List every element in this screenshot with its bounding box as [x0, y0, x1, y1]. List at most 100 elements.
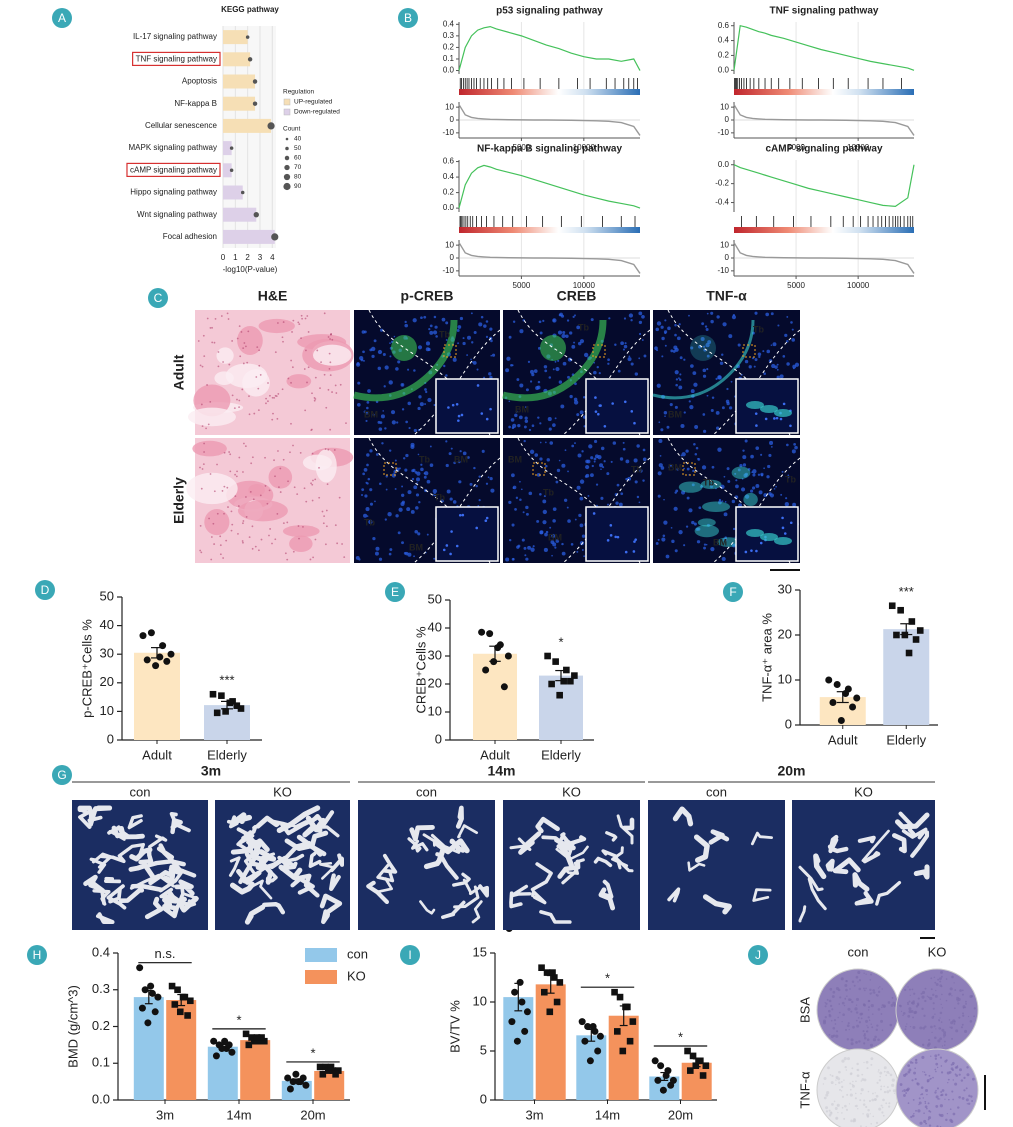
nucleus	[748, 365, 752, 369]
speckle	[855, 1080, 857, 1083]
he-cell	[219, 544, 222, 547]
speckle	[868, 1019, 871, 1021]
nucleus	[638, 311, 643, 316]
nucleus	[706, 354, 710, 358]
nucleus	[664, 319, 667, 322]
nucleus	[694, 425, 699, 429]
nucleus	[375, 546, 380, 551]
nucleus	[467, 456, 470, 459]
he-cell	[334, 384, 337, 387]
speckle	[944, 1093, 948, 1096]
speckle	[945, 999, 948, 1002]
y-axis-label: TNF-α⁺ area %	[759, 613, 774, 702]
nucleus	[694, 452, 698, 456]
group-label: 14m	[487, 763, 515, 779]
nucleus	[793, 443, 797, 446]
bar	[539, 675, 583, 740]
panel-badge	[400, 945, 420, 965]
nucleus	[762, 350, 765, 353]
he-tissue	[237, 500, 288, 522]
he-cell	[251, 525, 254, 528]
point	[171, 1001, 179, 1008]
nucleus	[382, 410, 385, 412]
nucleus	[550, 540, 555, 545]
nucleus	[508, 500, 512, 505]
he-cell	[291, 366, 294, 369]
nucleus	[573, 400, 579, 405]
speckle	[910, 1115, 913, 1119]
nucleus	[755, 446, 760, 450]
speckle	[914, 1067, 917, 1070]
speckle	[858, 987, 862, 991]
he-cell	[304, 317, 307, 320]
speckle	[952, 1098, 955, 1101]
nucleus	[359, 356, 364, 361]
bar	[223, 52, 251, 67]
he-cell	[271, 418, 274, 421]
speckle	[962, 1006, 965, 1009]
speckle	[835, 1116, 839, 1120]
he-cell	[274, 351, 277, 354]
trabecula	[129, 847, 153, 862]
nucleus	[634, 372, 639, 376]
point	[167, 650, 175, 658]
speckle	[913, 1071, 917, 1075]
nucleus	[676, 336, 681, 341]
nucleus	[452, 357, 457, 362]
inset-nucleus	[789, 424, 792, 428]
trabecula	[138, 850, 154, 865]
nucleus	[674, 323, 677, 327]
nucleus	[384, 365, 389, 370]
speckle	[907, 1070, 911, 1074]
point	[622, 1003, 629, 1011]
he-cell	[312, 556, 315, 559]
speckle	[823, 1096, 827, 1100]
speckle	[881, 1029, 884, 1032]
he-cell	[281, 388, 284, 391]
point	[250, 1037, 258, 1045]
microct-image	[792, 800, 935, 930]
speckle	[935, 989, 937, 992]
he-cell	[318, 496, 321, 499]
nucleus	[690, 389, 695, 394]
speckle	[904, 1028, 907, 1031]
speckle	[845, 1069, 848, 1071]
point	[571, 672, 578, 679]
speckle	[935, 1062, 939, 1066]
point	[242, 1030, 250, 1038]
nucleus	[476, 368, 479, 371]
speckle	[941, 1089, 945, 1092]
nucleus	[512, 558, 515, 561]
he-cell	[274, 538, 277, 541]
metric-line	[733, 104, 915, 136]
nucleus	[577, 341, 582, 346]
nucleus	[457, 325, 462, 329]
trabecula	[226, 815, 239, 829]
trabecula	[258, 855, 288, 872]
he-cell	[306, 315, 309, 317]
nucleus	[693, 382, 698, 387]
he-cell	[205, 427, 207, 430]
speckle	[931, 1031, 933, 1034]
nucleus	[374, 551, 379, 556]
x-tick-label: 5000	[787, 143, 805, 152]
nucleus	[555, 480, 559, 484]
he-cell	[264, 485, 267, 487]
speckle	[960, 1026, 964, 1029]
speckle	[960, 1079, 964, 1082]
speckle	[968, 1094, 971, 1097]
nucleus	[705, 543, 708, 546]
nucleus	[427, 397, 432, 403]
inset-nucleus	[609, 534, 613, 537]
nucleus	[623, 317, 627, 320]
nucleus	[505, 557, 510, 562]
trabecula	[229, 881, 255, 895]
trabecula	[419, 900, 436, 915]
speckle	[964, 1006, 967, 1009]
he-cell	[202, 463, 205, 465]
point	[581, 1037, 589, 1045]
speckle	[924, 987, 927, 990]
speckle	[957, 1106, 960, 1109]
nucleus	[365, 507, 370, 512]
speckle	[851, 1000, 854, 1004]
